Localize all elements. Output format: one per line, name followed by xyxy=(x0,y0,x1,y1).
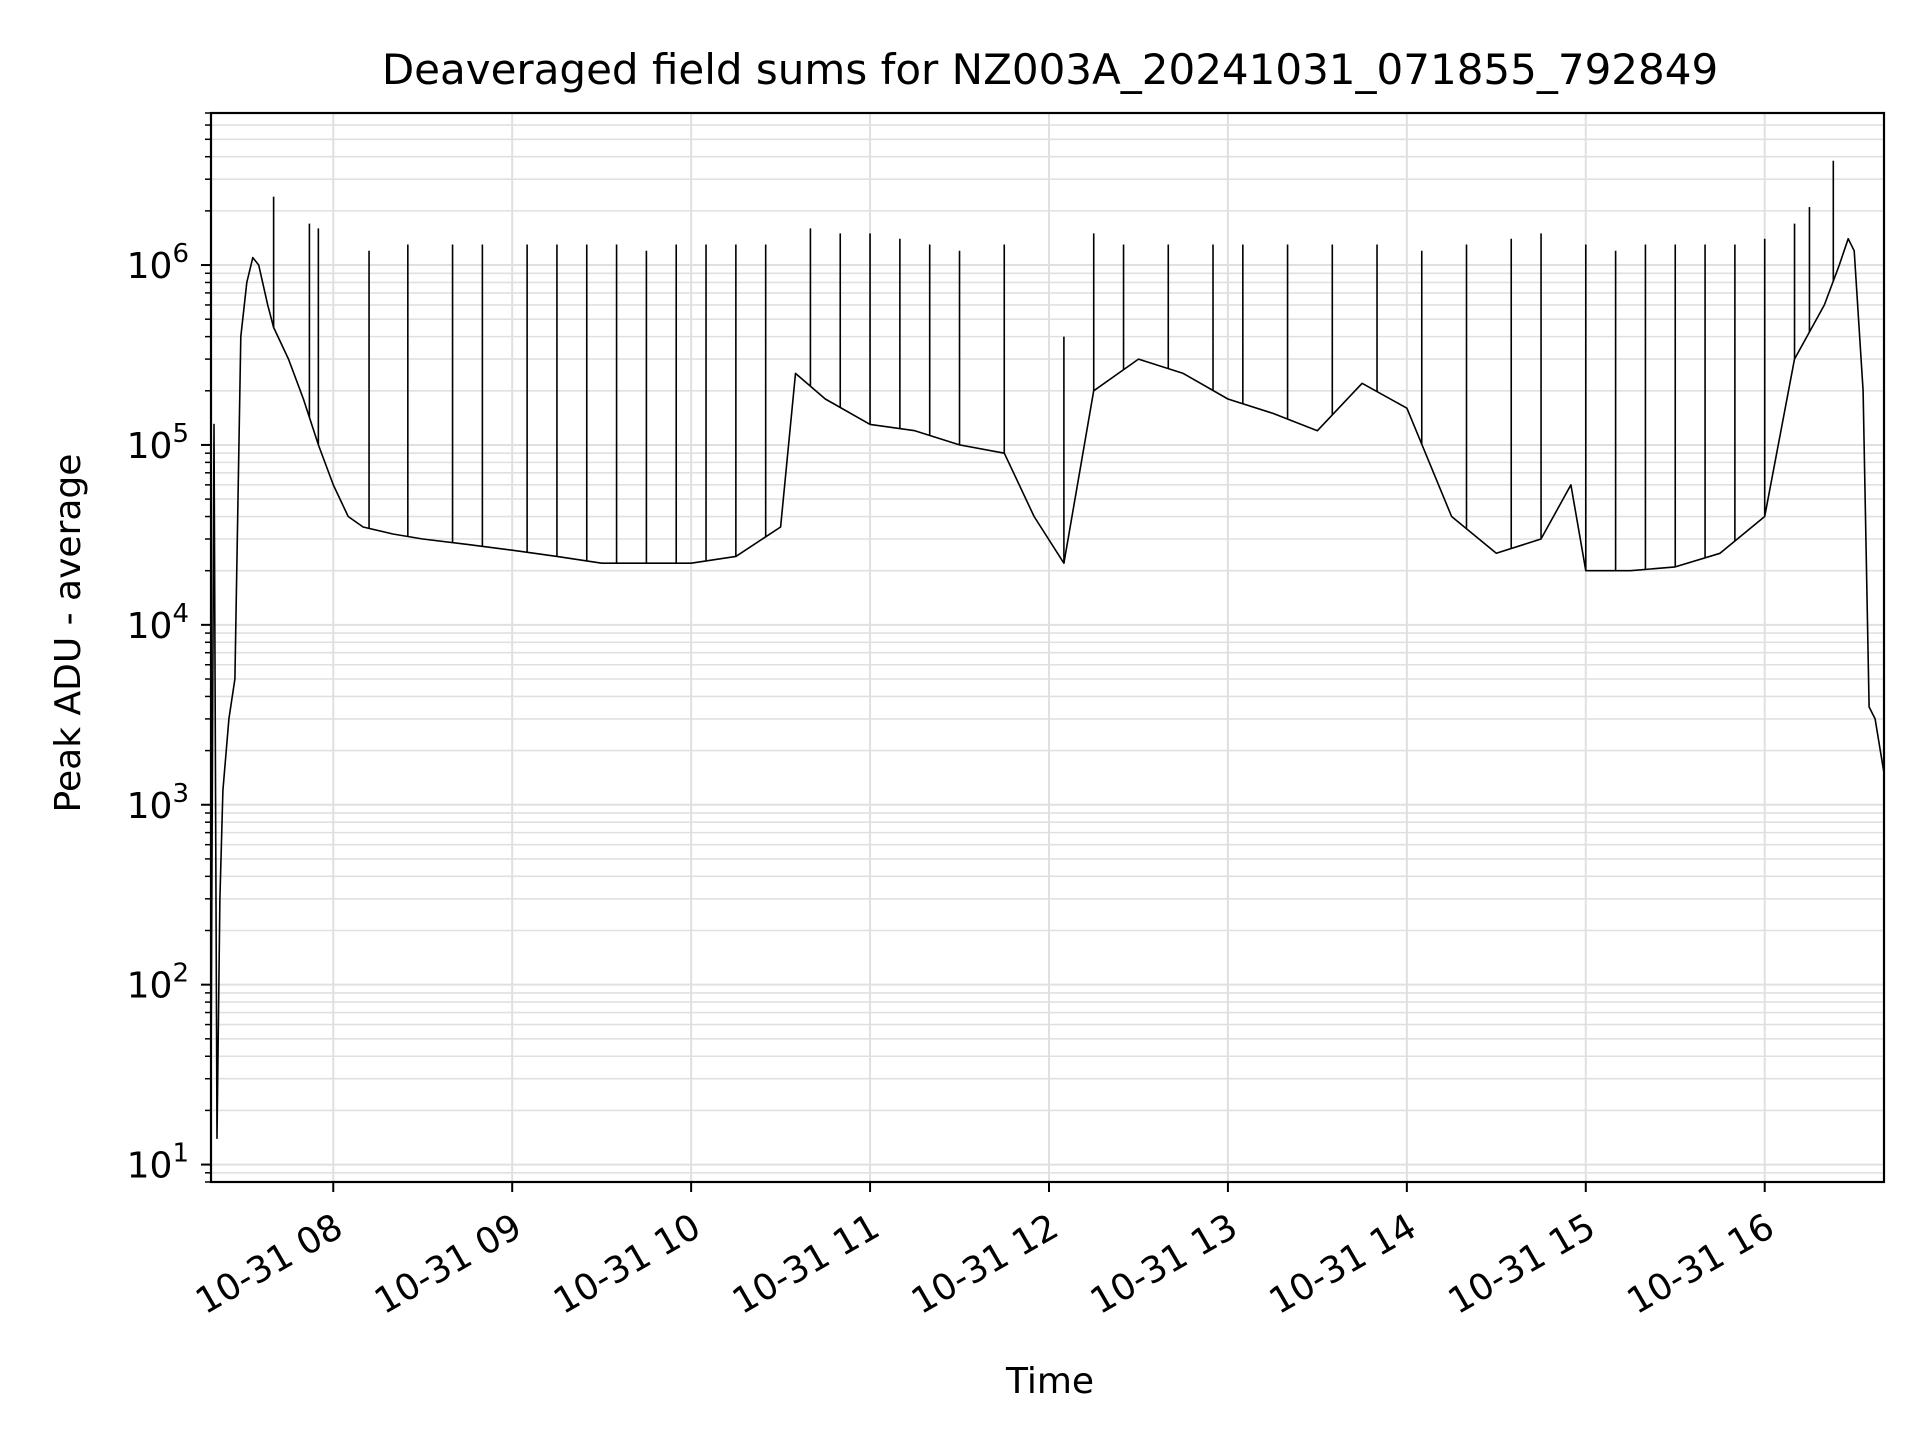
y-axis-label: Peak ADU - average xyxy=(48,454,89,813)
y-tick-label: 106 xyxy=(127,239,189,287)
y-tick-label: 105 xyxy=(127,419,189,467)
y-tick-label: 103 xyxy=(127,779,189,827)
x-axis-label: Time xyxy=(1005,1361,1094,1402)
y-tick-label: 104 xyxy=(127,599,189,647)
grid xyxy=(211,112,1884,1183)
axes-frame xyxy=(209,111,1886,1184)
y-tick-label: 101 xyxy=(127,1139,189,1187)
y-tick-label: 102 xyxy=(127,959,189,1007)
chart-title: Deaveraged field sums for NZ003A_2024103… xyxy=(382,45,1718,94)
plot-area xyxy=(210,160,1885,1140)
